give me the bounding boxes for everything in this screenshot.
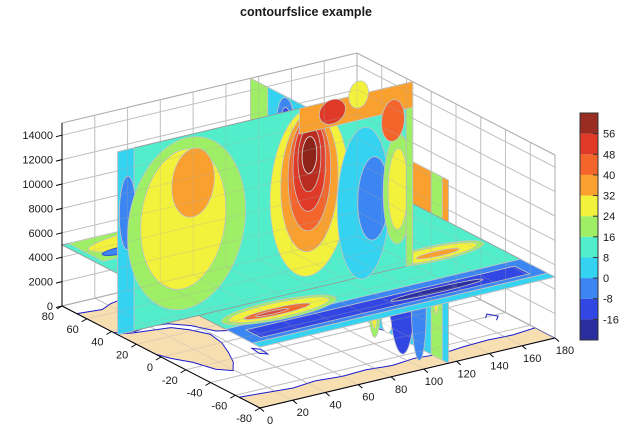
y-tick-label: -20 [162,375,178,387]
continent-antarctica [237,327,555,408]
coastline-madagascar [250,347,270,355]
colorbar-tick-label: 32 [603,191,615,203]
continent-africa [114,327,234,372]
colorbar-band [580,113,598,134]
colorbar-tick-label: 16 [603,232,615,244]
colorbar-tick-label: 40 [603,170,615,182]
y-axis-ticks: 80 60 40 20 0 -20 -40 -60 -80 [42,305,261,425]
z-axis-ticks: 0 2000 4000 6000 8000 10000 12000 14000 [22,130,63,313]
z-tick-label: 4000 [29,252,53,264]
y-tick-label: 80 [42,311,54,323]
coastline-new-zealand [484,313,499,321]
z-tick-label: 6000 [29,228,53,240]
z-tick-label: 12000 [22,155,53,167]
colorbar-band [580,257,598,279]
y-tick-label: -40 [187,388,203,400]
y-tick-label: 40 [91,337,103,349]
colorbar-band [580,298,598,320]
x-tick-label: 100 [425,376,443,388]
colorbar-tick-label: 0 [603,273,609,285]
colorbar-band [580,154,598,175]
colorbar-band [580,133,598,155]
z-tick-label: 10000 [22,179,53,191]
x-axis-ticks: 0 20 40 60 80 100 120 140 160 180 [259,337,574,427]
colorbar-band [580,195,598,217]
x-tick-label: 60 [362,392,374,404]
colorbar-band [580,278,598,299]
y-tick-label: 60 [67,324,79,336]
colorbar-tick-label: 56 [603,129,615,141]
x-tick-label: 160 [523,353,541,365]
z-tick-label: 0 [47,301,53,313]
z-tick-label: 14000 [22,130,53,142]
x-tick-label: 80 [395,384,407,396]
y-tick-label: 0 [147,362,153,374]
colorbar-band [580,319,598,340]
slice-lat-altitude [118,68,413,337]
colorbar-band [580,216,598,237]
x-tick-label: 140 [490,361,508,373]
colorbar-tick-label: 24 [603,211,615,223]
colorbar-tick-label: 48 [603,149,615,161]
z-tick-label: 8000 [29,203,53,215]
x-tick-label: 180 [556,345,574,357]
x-tick-label: 20 [297,407,309,419]
x-tick-label: 40 [329,399,341,411]
x-tick-label: 120 [457,368,475,380]
colorbar-tick-label: -16 [603,314,619,326]
z-tick-label: 2000 [29,277,53,289]
colorbar-tick-label: -8 [603,294,613,306]
y-tick-label: -80 [236,413,252,425]
y-tick-label: -60 [211,400,227,412]
y-tick-label: 20 [116,349,128,361]
plot-title: contourfslice example [240,5,372,19]
colorbar-band [580,236,598,258]
colorbar-tick-label: 8 [603,252,609,264]
colorbar: 56 48 40 32 24 16 8 0 -8 -16 [579,112,619,341]
x-tick-label: 0 [267,415,273,427]
colorbar-band [580,174,598,196]
